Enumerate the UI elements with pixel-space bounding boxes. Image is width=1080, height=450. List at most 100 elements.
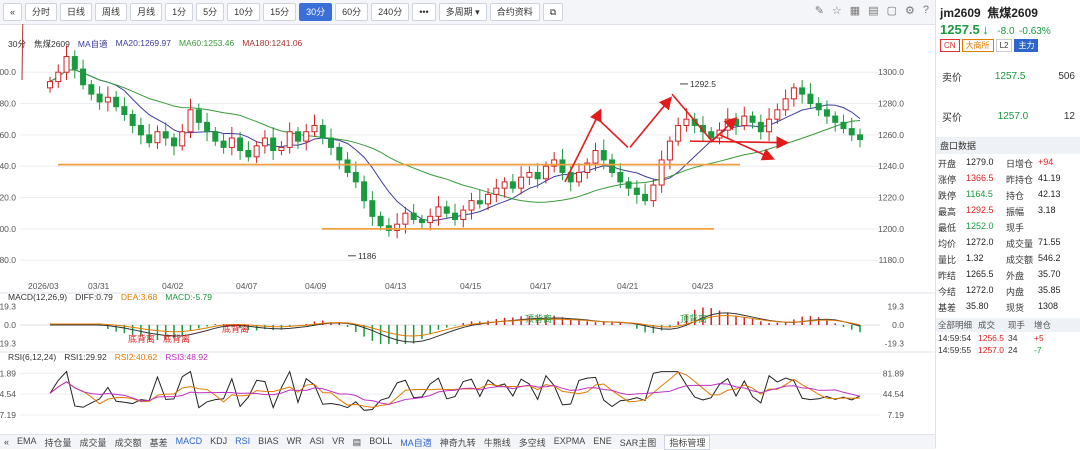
main-indicator-0[interactable]: BOLL: [369, 435, 393, 446]
candle-body-54: [493, 187, 500, 195]
candle-body-37: [352, 171, 359, 183]
trade-cell-1-2: 24: [1008, 345, 1018, 355]
candle-body-36: [344, 159, 351, 173]
macd-divergence-label-2: 底背离: [222, 323, 249, 334]
y-tick-left-2: 1260.0: [0, 130, 16, 140]
bottom-nav-left[interactable]: «: [4, 437, 10, 447]
rsi-y-left-1: 44.54: [0, 389, 16, 399]
period-button-5[interactable]: 5分: [196, 3, 225, 21]
indicator-0[interactable]: EMA: [17, 435, 37, 446]
grid-icon[interactable]: ▦: [849, 5, 861, 17]
red-arrow-4: [711, 116, 738, 142]
candle-body-18: [195, 109, 202, 123]
rsi1-line: [49, 370, 861, 411]
macd-y-left-2: -19.3: [0, 338, 16, 348]
main-indicator-2[interactable]: 神奇九转: [439, 437, 476, 448]
trades-header: 全部明细 成交 现手 增仓: [936, 318, 1080, 332]
macd-y-right-1: 0.0: [892, 320, 904, 330]
help-icon[interactable]: ?: [922, 4, 929, 16]
quote-cell-8-3: 35.85: [1038, 285, 1061, 295]
multi-period-dropdown[interactable]: 多周期 ▾: [438, 3, 487, 21]
macd-legend: MACD(12,26,9) DIFF:0.79 DEA:3.68 MACD:-5…: [8, 292, 212, 302]
candle-body-46: [427, 215, 434, 224]
candle-body-91: [799, 87, 806, 95]
main-indicator-6[interactable]: ENE: [593, 435, 612, 446]
candle-body-87: [766, 118, 773, 133]
legend-symbol: 焦煤2609: [33, 39, 70, 49]
candle-body-94: [823, 109, 830, 117]
main-indicator-1[interactable]: MA自適: [400, 437, 432, 448]
settings-icon[interactable]: ⚙: [905, 5, 915, 17]
candle-body-29: [286, 131, 293, 148]
period-button-0[interactable]: 分时: [25, 3, 58, 21]
candle-body-98: [857, 134, 863, 141]
period-button-9[interactable]: 60分: [335, 3, 369, 21]
period-toolbar: « 分时 日线 周线 月线 1分 5分 10分 15分 30分 60分 240分 ••• 多周期 ▾…: [0, 0, 935, 25]
quote-tag-0: CN: [940, 39, 960, 52]
low-label: 1186: [358, 251, 377, 261]
trade-cell-1-0: 14:59:55: [938, 345, 972, 355]
indicator-6[interactable]: KDJ: [210, 435, 228, 446]
period-button-3[interactable]: 月线: [130, 3, 163, 21]
pen-icon[interactable]: ✎: [814, 5, 824, 17]
candle-body-38: [361, 181, 368, 202]
candle-body-6: [96, 93, 103, 103]
contract-info-button[interactable]: 合约资料: [489, 3, 540, 21]
popout-icon[interactable]: ⧉: [542, 3, 564, 21]
candle-body-40: [377, 215, 384, 227]
main-indicator-4[interactable]: 多空线: [518, 437, 546, 448]
indicator-1[interactable]: 持仓量: [44, 437, 72, 448]
indicator-7[interactable]: RSI: [235, 435, 251, 446]
x-tick-0: 2026/03: [28, 281, 59, 291]
indicator-10[interactable]: ASI: [309, 435, 325, 446]
candle-body-9: [121, 106, 128, 115]
period-button-4[interactable]: 1分: [165, 3, 194, 21]
candle-body-56: [509, 181, 516, 189]
candle-body-31: [303, 131, 310, 142]
indicator-5[interactable]: MACD: [175, 435, 203, 446]
y-tick-right-0: 1300.0: [878, 67, 904, 77]
trade-row: 14:59:55 1257.0 24 -7: [936, 344, 1080, 356]
candlestick-chart[interactable]: 1292.5 1186 1300.0 1300.0 1280.0 1280.0 1260.…: [0, 24, 935, 434]
candle-body-93: [815, 103, 822, 111]
indicator-manage-button[interactable]: 指标管理: [664, 434, 711, 450]
trade-head-0: 全部明细: [938, 320, 973, 330]
quote-cell-1-1: 1366.5: [966, 173, 994, 183]
main-indicator-3[interactable]: 牛熊线: [483, 437, 511, 448]
indicator-3[interactable]: 成交额: [114, 437, 142, 448]
collapse-icon[interactable]: «: [3, 3, 23, 21]
x-tick-9: 04/23: [692, 281, 714, 291]
window-icon[interactable]: ▢: [886, 5, 897, 17]
indicator-4[interactable]: 基差: [149, 437, 168, 448]
bottom-nav-mid[interactable]: ▤: [352, 436, 362, 447]
indicator-8[interactable]: BIAS: [258, 435, 279, 446]
x-tick-3: 04/07: [236, 281, 258, 291]
candle-body-64: [575, 171, 582, 183]
candle-body-3: [71, 56, 78, 70]
candle-body-45: [418, 218, 425, 224]
main-indicator-7[interactable]: SAR主图: [619, 437, 657, 448]
more-button[interactable]: •••: [412, 3, 436, 21]
red-arrow-6: [719, 134, 775, 161]
candle-body-84: [741, 115, 748, 126]
period-button-2[interactable]: 周线: [95, 3, 128, 21]
candle-body-22: [228, 137, 235, 148]
indicator-2[interactable]: 成交量: [79, 437, 107, 448]
y-tick-right-2: 1260.0: [878, 130, 904, 140]
star-icon[interactable]: ☆: [831, 5, 842, 17]
indicator-11[interactable]: VR: [332, 435, 345, 446]
main-indicator-5[interactable]: EXPMA: [553, 435, 586, 446]
candle-body-17: [187, 109, 194, 133]
period-button-1[interactable]: 日线: [60, 3, 93, 21]
period-button-8[interactable]: 30分: [299, 3, 333, 21]
candle-body-95: [832, 115, 839, 123]
quote-cell-3-0: 最高: [938, 207, 957, 217]
red-arrow-5: [689, 136, 790, 149]
period-button-6[interactable]: 10分: [227, 3, 261, 21]
period-button-7[interactable]: 15分: [263, 3, 297, 21]
layout-icon[interactable]: ▤: [868, 5, 879, 17]
indicator-9[interactable]: WR: [286, 435, 302, 446]
red-arrow-1: [594, 115, 629, 148]
candle-body-71: [633, 187, 640, 195]
period-button-10[interactable]: 240分: [371, 3, 410, 21]
